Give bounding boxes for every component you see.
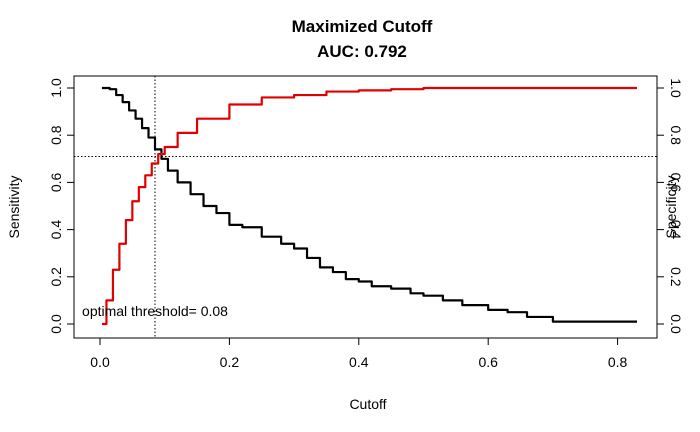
y-tick-label-2: 0.4 (48, 220, 64, 240)
plot-frame (73, 75, 658, 339)
x-axis-label: Cutoff (349, 396, 386, 412)
x-tick-label-4: 0.8 (608, 354, 628, 370)
reference-lines (74, 76, 657, 338)
x-axis: 0.0 0.2 0.4 0.6 0.8 (90, 337, 628, 370)
y2-tick-label-5: 1.0 (668, 78, 684, 98)
chart-title: Maximized Cutoff (292, 17, 433, 36)
y-tick-label-4: 0.8 (48, 125, 64, 145)
x-tick-label-1: 0.2 (220, 354, 240, 370)
chart-subtitle: AUC: 0.792 (317, 42, 407, 61)
y2-tick-label-0: 0.0 (668, 314, 684, 334)
y-tick-label-1: 0.2 (48, 267, 64, 287)
series-sensitivity-line (101, 86, 637, 323)
series-lines (101, 86, 637, 326)
y-tick-label-0: 0.0 (48, 314, 64, 334)
x-tick-label-3: 0.6 (478, 354, 498, 370)
y-axis-left: 0.0 0.2 0.4 0.6 0.8 1.0 (48, 78, 75, 334)
x-tick-label-2: 0.4 (349, 354, 369, 370)
y-axis-label: Sensitivity (6, 175, 22, 238)
y2-axis-label: Specificity (663, 175, 679, 238)
y-tick-label-3: 0.6 (48, 172, 64, 192)
y2-tick-label-2: 0.4 (668, 220, 684, 240)
optimal-threshold-annotation: optimal threshold= 0.08 (82, 303, 228, 319)
y2-tick-label-3: 0.6 (668, 173, 684, 193)
y-axis-right: 0.0 0.2 0.4 0.6 0.8 1.0 (656, 78, 684, 334)
y2-tick-label-4: 0.8 (668, 125, 684, 145)
y-tick-label-5: 1.0 (48, 78, 64, 98)
series-specificity-line (101, 86, 637, 326)
y2-tick-label-1: 0.2 (668, 267, 684, 287)
x-tick-label-0: 0.0 (90, 354, 110, 370)
